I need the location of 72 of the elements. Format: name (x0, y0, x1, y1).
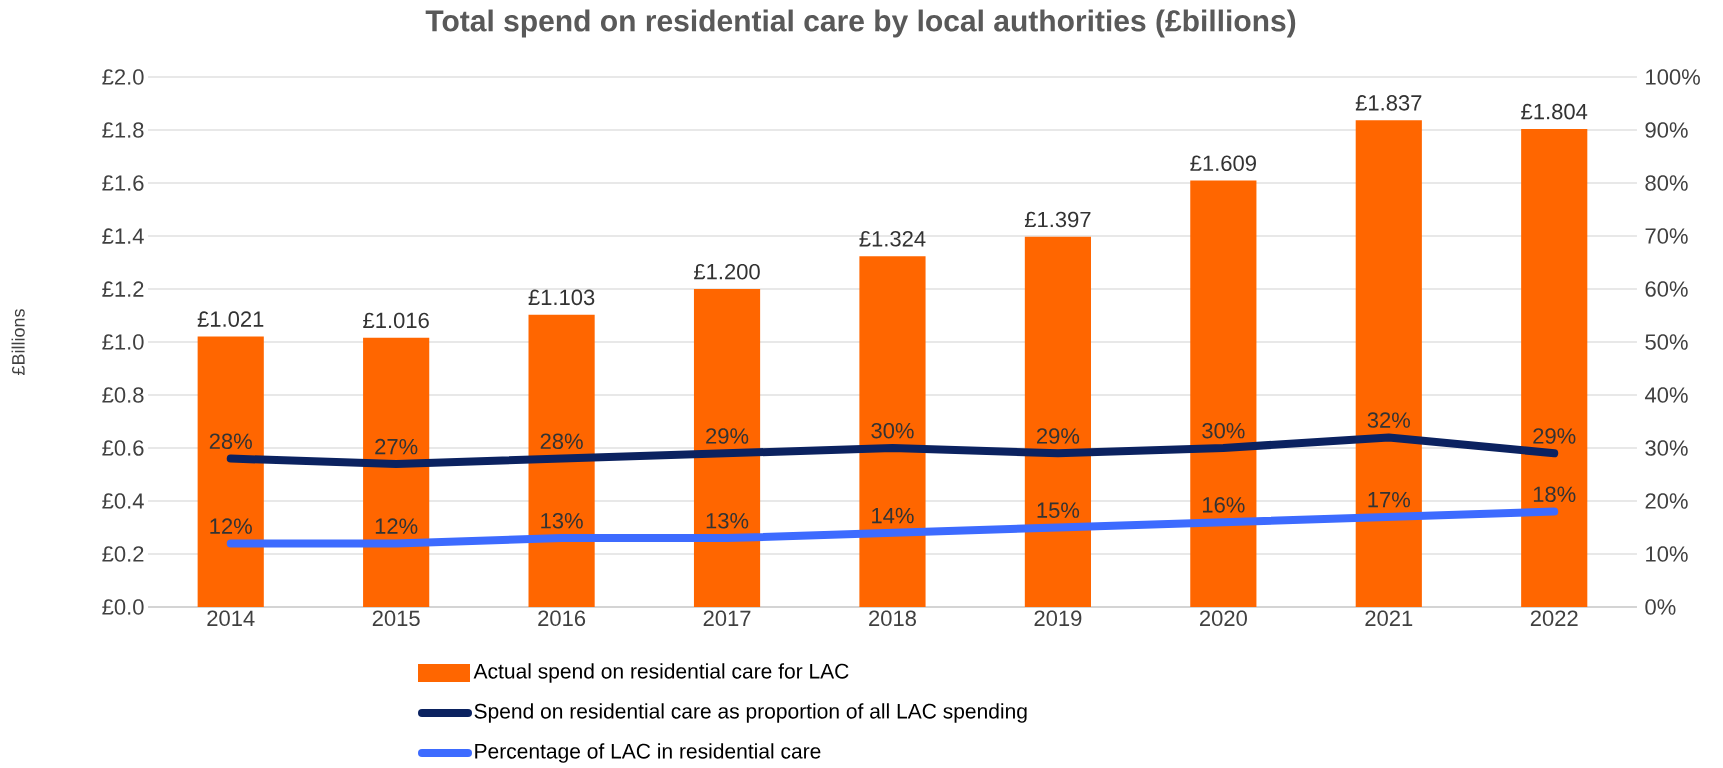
y2-tick-label: 90% (1645, 122, 1688, 138)
data-label: 13% (541, 512, 583, 529)
data-label: 30% (871, 422, 914, 439)
bar (693, 288, 761, 607)
y-tick-label: £0.6 (102, 440, 144, 456)
y2-tick-label: 80% (1645, 175, 1688, 191)
chart-title: Total spend on residential care by local authorities (£billions) (425, 9, 1296, 38)
data-label: 14% (872, 507, 914, 524)
data-label: 30% (1202, 422, 1245, 439)
x-tick-label: 2018 (869, 610, 916, 627)
data-label: 29% (1037, 428, 1080, 444)
bar (363, 337, 430, 607)
x-tick-label: 2021 (1365, 610, 1413, 627)
data-label: £1.609 (1190, 155, 1256, 172)
y2-tick-label: 70% (1645, 228, 1688, 244)
data-label: 12% (210, 518, 252, 534)
y2-tick-label: 10% (1646, 546, 1688, 562)
y2-tick-label: 0% (1645, 599, 1676, 615)
data-label: 29% (706, 428, 749, 444)
data-label: 29% (1533, 428, 1576, 444)
y-tick-label: £1.8 (102, 122, 144, 138)
data-label: £1.397 (1024, 211, 1091, 228)
y-tick-label: £1.0 (102, 334, 144, 350)
legend-label: Actual spend on residential care for LAC (473, 663, 849, 683)
y2-tick-label: 40% (1644, 387, 1688, 403)
x-tick-label: 2014 (207, 610, 255, 627)
data-label: £1.200 (694, 263, 760, 280)
y-axis-title: £Billions (11, 309, 25, 375)
y-tick-label: £0.2 (102, 546, 144, 562)
x-tick-label: 2017 (703, 610, 751, 627)
data-label: 13% (706, 512, 749, 529)
data-label: 27% (375, 438, 418, 455)
bar (859, 256, 926, 607)
data-label: 12% (375, 518, 418, 534)
bar (528, 314, 595, 607)
y-tick-label: £1.2 (102, 281, 144, 297)
data-label: £1.837 (1355, 95, 1422, 111)
bar (1190, 180, 1257, 607)
data-label: 17% (1368, 491, 1411, 508)
legend-label: Percentage of LAC in residential care (475, 743, 821, 763)
y2-tick-label: 100% (1646, 69, 1700, 85)
legend-label: Spend on residential care as proportion of all LAC spending (474, 703, 1027, 723)
x-tick-label: 2019 (1034, 610, 1082, 627)
data-label: £1.804 (1521, 103, 1588, 120)
y-tick-label: £1.6 (102, 175, 144, 191)
data-label: 32% (1367, 412, 1411, 428)
data-label: £1.021 (197, 311, 264, 327)
x-tick-label: 2016 (538, 610, 586, 627)
y-tick-label: £2.0 (102, 69, 144, 85)
bar (197, 336, 264, 607)
data-label: £1.016 (363, 312, 429, 329)
y2-tick-label: 20% (1645, 493, 1688, 509)
y-tick-label: £0.0 (102, 599, 144, 615)
bar (1024, 236, 1091, 607)
data-label: £1.103 (528, 289, 595, 306)
y-tick-label: £0.4 (102, 493, 144, 509)
y2-tick-label: 30% (1645, 440, 1688, 456)
y-tick-label: £1.4 (102, 228, 144, 244)
data-label: 16% (1203, 497, 1245, 513)
x-tick-label: 2015 (372, 610, 420, 627)
data-label: £1.324 (859, 231, 926, 247)
data-label: 28% (209, 433, 252, 450)
x-tick-label: 2022 (1530, 610, 1578, 627)
bar (1521, 128, 1588, 607)
y-tick-label: £0.8 (102, 387, 144, 403)
data-label: 28% (540, 433, 583, 450)
y2-tick-label: 60% (1645, 281, 1688, 297)
data-label: 15% (1037, 502, 1080, 518)
x-tick-label: 2020 (1199, 610, 1247, 627)
data-label: 18% (1533, 486, 1576, 503)
bar (1355, 120, 1422, 607)
y2-tick-label: 50% (1645, 334, 1688, 350)
